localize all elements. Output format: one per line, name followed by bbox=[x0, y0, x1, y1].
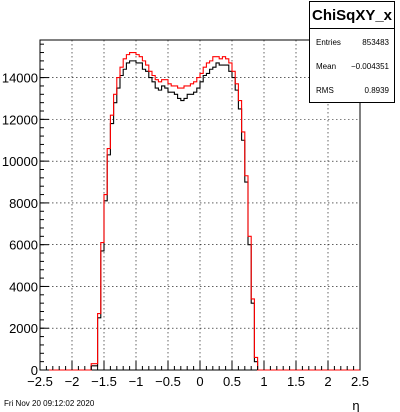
stats-value: −0.004351 bbox=[350, 62, 389, 71]
series-layer bbox=[40, 51, 360, 371]
x-tick-label: −2 bbox=[65, 374, 80, 389]
stats-title: ChiSqXY_x bbox=[310, 2, 394, 29]
y-tick-label: 6000 bbox=[9, 238, 38, 253]
stats-value: 0.8939 bbox=[364, 86, 389, 95]
x-tick-label: −1.5 bbox=[91, 374, 117, 389]
stats-key: Entries bbox=[316, 38, 341, 47]
x-tick-label: 2.5 bbox=[351, 374, 369, 389]
x-tick-label: 1.5 bbox=[287, 374, 305, 389]
axis-ticks bbox=[39, 43, 361, 371]
x-tick-label: 0.5 bbox=[223, 374, 241, 389]
stats-key: RMS bbox=[316, 86, 334, 95]
y-tick-labels: 0 2000 4000 6000 8000 10000 12000 14000 bbox=[2, 71, 38, 378]
grid bbox=[40, 40, 360, 370]
y-tick-label: 4000 bbox=[9, 279, 38, 294]
stats-value: 853483 bbox=[362, 38, 389, 47]
x-tick-labels: −2.5 −2 −1.5 −1 −0.5 0 0.5 1 1.5 2 2.5 bbox=[27, 374, 369, 389]
y-tick-label: 10000 bbox=[2, 154, 38, 169]
stats-key: Mean bbox=[316, 62, 337, 71]
y-tick-label: 12000 bbox=[2, 112, 38, 127]
histogram-series-0 bbox=[40, 60, 360, 371]
x-axis-label: η bbox=[352, 398, 359, 412]
y-tick-label: 8000 bbox=[9, 196, 38, 211]
stats-box: ChiSqXY_x Entries 853483 Mean −0.004351 … bbox=[309, 1, 395, 103]
histogram-series-1 bbox=[40, 51, 360, 371]
y-tick-label: 0 bbox=[31, 363, 38, 378]
x-tick-label: 2 bbox=[324, 374, 331, 389]
x-tick-label: −0.5 bbox=[155, 374, 181, 389]
x-tick-label: −2.5 bbox=[27, 374, 53, 389]
y-tick-label: 2000 bbox=[9, 321, 38, 336]
x-tick-label: 1 bbox=[260, 374, 267, 389]
timestamp-footer: Fri Nov 20 09:12:02 2020 bbox=[4, 399, 95, 408]
x-tick-label: 0 bbox=[196, 374, 203, 389]
y-tick-label: 14000 bbox=[2, 71, 38, 86]
x-tick-label: −1 bbox=[129, 374, 144, 389]
